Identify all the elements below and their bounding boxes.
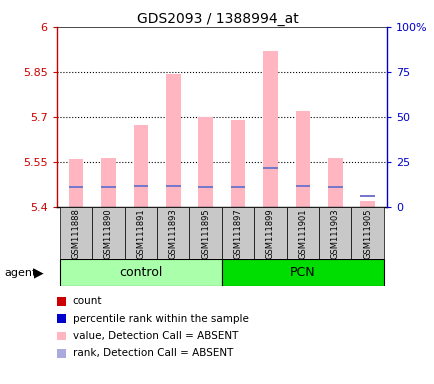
Text: GSM111899: GSM111899 (265, 208, 274, 258)
Text: GSM111891: GSM111891 (136, 208, 145, 258)
Bar (254, 207, 286, 259)
Bar (327, 158, 342, 207)
Text: GSM111897: GSM111897 (233, 208, 242, 259)
Bar (189, 207, 221, 259)
Bar (59, 259, 221, 286)
Text: GSM111905: GSM111905 (362, 208, 372, 258)
Bar (263, 51, 277, 207)
Bar (221, 207, 254, 259)
Bar (165, 185, 180, 187)
Bar (351, 207, 383, 259)
Bar (295, 111, 309, 207)
Text: GSM111901: GSM111901 (298, 208, 307, 258)
Bar (165, 73, 180, 207)
Bar (198, 186, 213, 188)
Bar (230, 186, 245, 188)
Text: value, Detection Call = ABSENT: value, Detection Call = ABSENT (72, 331, 237, 341)
Text: PCN: PCN (289, 266, 315, 279)
Bar (319, 207, 351, 259)
Bar (124, 207, 157, 259)
Bar (101, 158, 115, 207)
Bar (327, 186, 342, 188)
Text: GSM111903: GSM111903 (330, 208, 339, 258)
Bar (157, 207, 189, 259)
Bar (101, 186, 115, 188)
Text: count: count (72, 296, 102, 306)
Text: percentile rank within the sample: percentile rank within the sample (72, 314, 248, 324)
Text: GSM111890: GSM111890 (104, 208, 113, 258)
Bar (230, 120, 245, 207)
Bar (360, 195, 374, 197)
Bar (69, 186, 83, 188)
Bar (295, 185, 309, 187)
Text: GSM111893: GSM111893 (168, 208, 178, 259)
Text: GSM111895: GSM111895 (201, 208, 210, 258)
Text: rank, Detection Call = ABSENT: rank, Detection Call = ABSENT (72, 348, 233, 358)
Bar (286, 207, 319, 259)
Text: ▶: ▶ (34, 266, 44, 279)
Bar (263, 167, 277, 169)
Bar (133, 125, 148, 207)
Bar (221, 259, 383, 286)
Text: control: control (119, 266, 162, 279)
Text: GSM111888: GSM111888 (71, 208, 80, 259)
Bar (92, 207, 124, 259)
Bar (59, 207, 92, 259)
Text: agent: agent (4, 268, 36, 278)
Bar (360, 201, 374, 207)
Bar (69, 159, 83, 207)
Bar (198, 117, 213, 207)
Text: GDS2093 / 1388994_at: GDS2093 / 1388994_at (136, 12, 298, 25)
Bar (133, 185, 148, 187)
